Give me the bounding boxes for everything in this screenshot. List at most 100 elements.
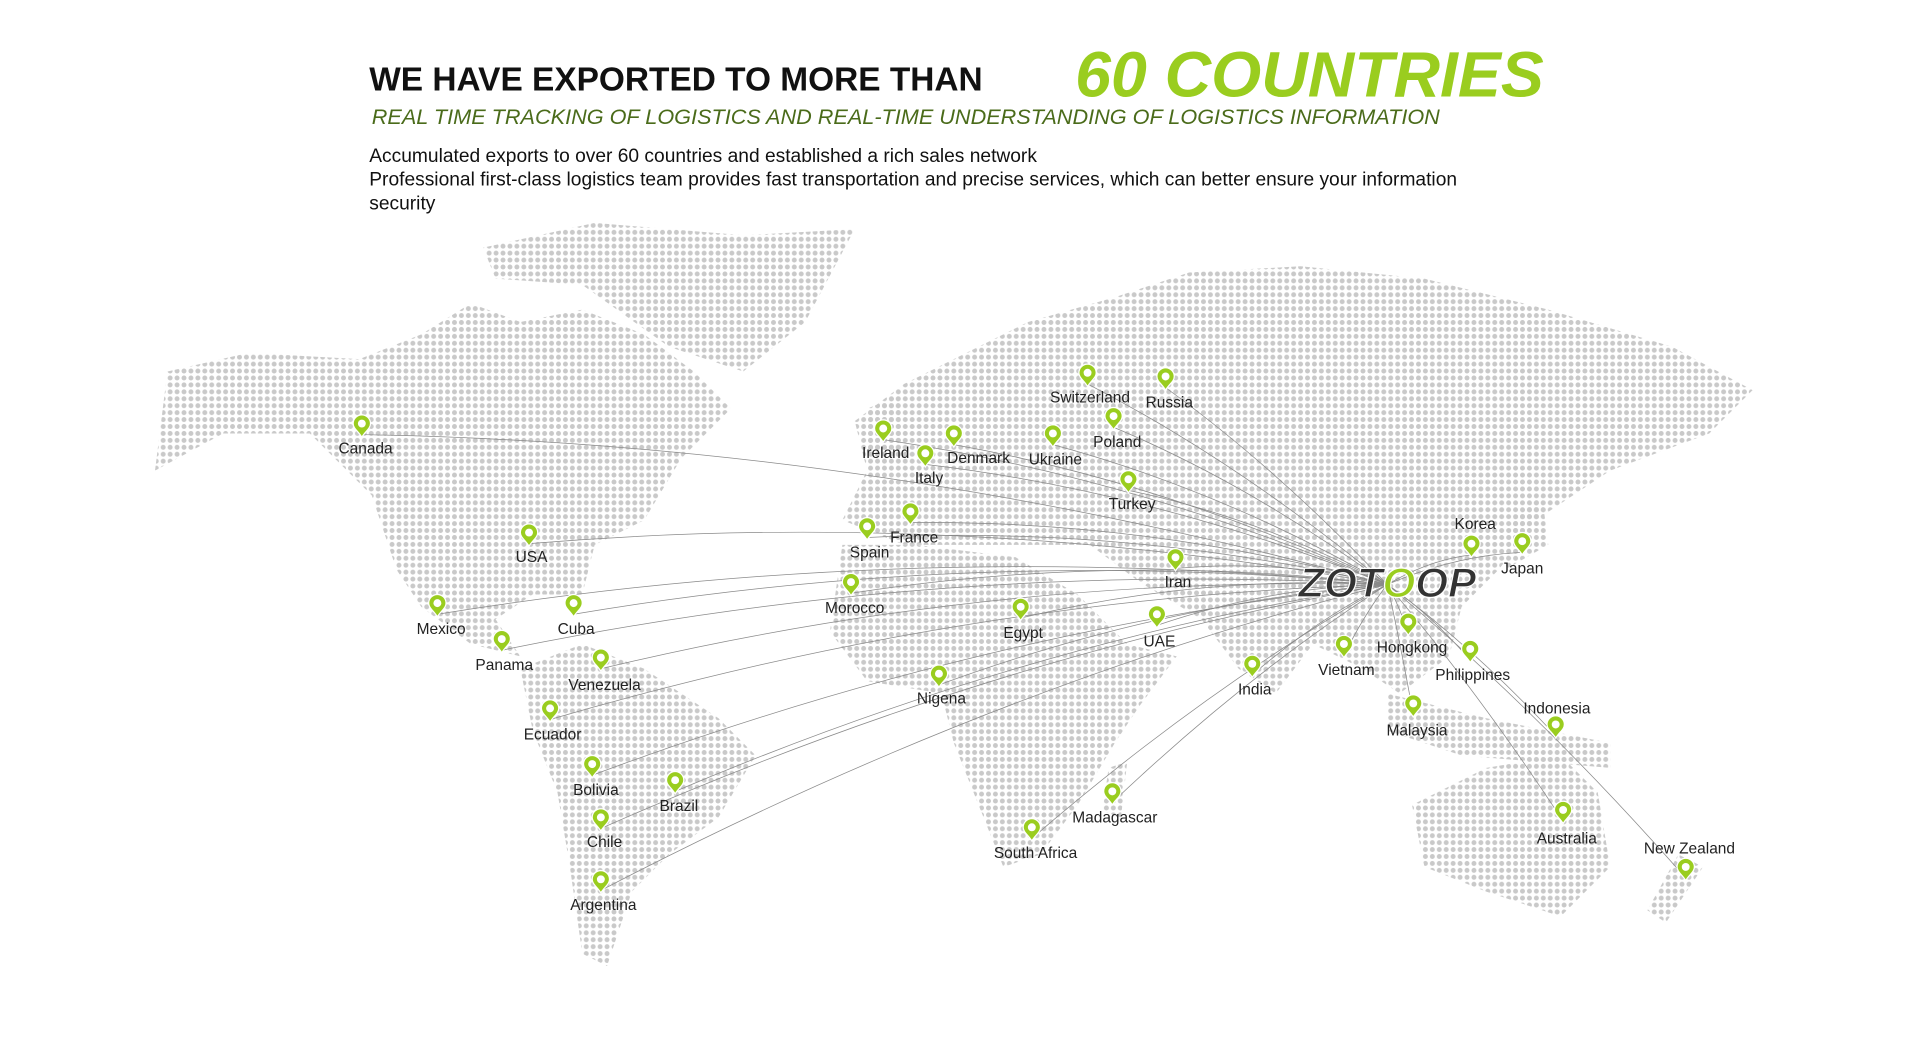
route xyxy=(549,584,1388,720)
pin-hole xyxy=(1467,539,1476,548)
logo: ZOTOOP xyxy=(1297,559,1477,606)
pin: Nigena xyxy=(917,664,966,707)
pin-hole xyxy=(1083,368,1092,377)
pin-label: Denmark xyxy=(947,450,1010,467)
pin: Canada xyxy=(338,414,393,457)
pin: Bolivia xyxy=(573,754,619,799)
title-highlight: 60 COUNTRIES xyxy=(1075,39,1544,111)
pin-hole xyxy=(596,875,605,884)
pin-label: Turkey xyxy=(1109,496,1156,513)
pin-label: Egypt xyxy=(1003,625,1043,642)
pin: UAE xyxy=(1143,604,1175,650)
pin-hole xyxy=(847,578,855,587)
pin-hole xyxy=(1171,553,1180,562)
pin-hole xyxy=(1409,699,1418,708)
pin: Italy xyxy=(915,443,944,487)
pin-hole xyxy=(1466,644,1475,653)
pin-label: Vietnam xyxy=(1318,662,1374,679)
pin: Egypt xyxy=(1003,597,1044,642)
pin-label: Malaysia xyxy=(1386,723,1447,740)
pin-label: USA xyxy=(516,549,548,566)
pin-hole xyxy=(588,760,597,769)
pin-hole xyxy=(1152,610,1161,619)
pin: Ireland xyxy=(862,419,909,462)
route xyxy=(600,584,1388,891)
pin-hole xyxy=(1124,475,1133,484)
pin-hole xyxy=(1518,537,1527,546)
pin: Mexico xyxy=(417,593,466,638)
title: WE HAVE EXPORTED TO MORE THAN xyxy=(369,61,982,98)
pin: Argentina xyxy=(570,870,637,914)
pin-hole xyxy=(949,429,958,438)
pin-label: Spain xyxy=(850,544,890,561)
pin-hole xyxy=(921,449,930,458)
pin-hole xyxy=(497,635,506,643)
route xyxy=(1031,584,1388,839)
pin-label: Switzerland xyxy=(1050,389,1130,406)
route xyxy=(1087,383,1388,585)
route xyxy=(1252,584,1388,676)
route xyxy=(1052,444,1388,585)
pin-hole xyxy=(1016,602,1025,611)
pin-hole xyxy=(1109,412,1118,421)
route xyxy=(1387,554,1472,585)
pin-label: Ireland xyxy=(862,445,909,462)
pin-label: Hongkong xyxy=(1377,640,1448,657)
pin: Korea xyxy=(1455,516,1497,559)
pin-hole xyxy=(546,704,555,713)
pin-hole xyxy=(433,599,442,608)
pin-hole xyxy=(1027,823,1036,832)
pin-hole xyxy=(934,669,943,678)
pin-label: India xyxy=(1238,682,1272,699)
pin-hole xyxy=(1339,640,1348,648)
pin-label: Morocco xyxy=(825,600,884,617)
pin-label: Chile xyxy=(587,834,622,851)
pin: Iran xyxy=(1165,548,1191,591)
route xyxy=(600,584,1388,829)
pin-label: Japan xyxy=(1501,560,1543,577)
pin-hole xyxy=(525,528,533,537)
pin-label: Venezuela xyxy=(568,677,641,694)
pin-hole xyxy=(1108,787,1117,796)
pin-hole xyxy=(596,653,605,662)
pin-label: Russia xyxy=(1146,394,1194,411)
route xyxy=(953,444,1388,585)
pin-label: Mexico xyxy=(417,621,466,638)
pin: Japan xyxy=(1501,531,1543,577)
pin: India xyxy=(1238,654,1272,699)
pin-hole xyxy=(357,419,366,428)
pin-label: South Africa xyxy=(994,845,1078,862)
pin-label: Italy xyxy=(915,470,944,487)
pin-label: Canada xyxy=(338,440,393,457)
pin-label: Brazil xyxy=(660,798,699,815)
pin-hole xyxy=(906,507,915,516)
pin-label: Indonesia xyxy=(1523,700,1590,717)
pin: Brazil xyxy=(660,770,699,815)
subtitle: REAL TIME TRACKING OF LOGISTICS AND REAL… xyxy=(372,104,1440,129)
route xyxy=(361,434,1388,585)
description-line: Accumulated exports to over 60 countries… xyxy=(369,146,1037,167)
pin-label: Bolivia xyxy=(573,782,619,799)
pin-label: Ukraine xyxy=(1029,451,1082,468)
pin-label: Madagascar xyxy=(1072,809,1157,826)
pin: Philippines xyxy=(1435,639,1510,684)
pin: Venezuela xyxy=(568,648,641,694)
pin: Panama xyxy=(475,629,533,674)
pin: Switzerland xyxy=(1050,363,1130,406)
route xyxy=(1386,584,1564,822)
pin-label: Korea xyxy=(1455,516,1497,533)
route xyxy=(1175,565,1388,585)
pin: Denmark xyxy=(944,424,1010,467)
pin: Vietnam xyxy=(1318,634,1375,679)
pin: Cuba xyxy=(558,593,595,638)
pin-hole xyxy=(1248,659,1257,668)
pin-label: Argentina xyxy=(570,897,637,914)
route xyxy=(1156,584,1388,626)
logo-part: OP xyxy=(1415,559,1477,606)
pin-hole xyxy=(1681,862,1690,871)
pin-label: New Zealand xyxy=(1644,840,1735,857)
pin: Australia xyxy=(1537,800,1597,847)
route xyxy=(1128,490,1388,585)
world-map xyxy=(155,222,1753,966)
